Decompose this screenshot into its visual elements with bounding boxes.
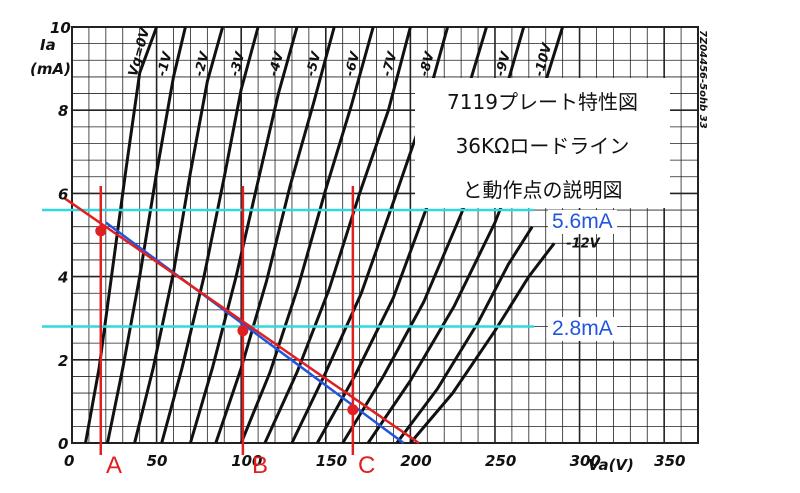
plate-curve xyxy=(214,26,336,444)
x-tick-label: 300 xyxy=(570,452,601,470)
grid xyxy=(71,26,699,444)
x-tick-label: 100 xyxy=(231,452,262,470)
plate-curve xyxy=(106,26,187,444)
chart-subtitle-2: と動作点の説明図 xyxy=(462,178,623,202)
curve-label: -4V xyxy=(266,50,287,78)
plate-curve xyxy=(188,26,299,444)
x-axis-label: Va(V) xyxy=(588,456,634,474)
y-tick-label: 6 xyxy=(58,185,68,203)
x-tick-label: 150 xyxy=(316,452,347,470)
curve-label: -1V xyxy=(155,50,176,78)
x-tick-label: 200 xyxy=(400,452,431,470)
x-tick-label: 250 xyxy=(485,452,516,470)
plate-curve xyxy=(133,26,225,444)
x-tick-label: 0 xyxy=(64,452,74,470)
plate-curve xyxy=(160,26,260,444)
hline-label-5-6ma: 5.6mA xyxy=(548,210,617,234)
x-tick-label: 350 xyxy=(654,452,685,470)
curve-label: -9V xyxy=(493,50,514,78)
y-axis-symbol: Ia xyxy=(40,36,56,54)
point-label-b: B xyxy=(252,452,269,479)
load-line xyxy=(62,196,420,445)
chart-subtitle-1: 36KΩロードライン xyxy=(455,134,630,158)
curve-label: -6V xyxy=(343,50,364,78)
plate-curve xyxy=(395,225,534,444)
plate-curve xyxy=(263,26,412,444)
curve-label: Vg=0V xyxy=(126,26,154,78)
y-tick-label: 2 xyxy=(58,352,68,370)
point-label-a: A xyxy=(106,452,123,479)
operating-point xyxy=(95,225,107,237)
curve-label: -2V xyxy=(192,50,213,78)
point-label-c: C xyxy=(358,452,376,479)
side-code: 7Z04456-5ohb 33 xyxy=(697,30,708,129)
y-tick-label: 10 xyxy=(50,19,71,37)
y-axis-unit: (mA) xyxy=(30,60,71,78)
operating-point xyxy=(347,404,359,416)
y-tick-label: 8 xyxy=(58,102,68,120)
y-tick-label: 4 xyxy=(57,269,68,287)
y-tick-label: 0 xyxy=(58,435,68,453)
plate-curve xyxy=(239,26,375,444)
axis-ticks: 0 50 100 150 200 250 300 350 0 2 4 6 8 10 xyxy=(50,19,685,470)
curve-label: -12V xyxy=(566,236,600,251)
x-tick-label: 50 xyxy=(147,452,168,470)
plate-curve xyxy=(409,242,556,444)
annotation-overlays xyxy=(42,186,534,455)
curve-label: -3V xyxy=(227,50,248,78)
curve-label: -7V xyxy=(380,50,401,78)
operating-point xyxy=(237,325,249,337)
plate-curve xyxy=(84,26,159,444)
hline-label-2-8ma: 2.8mA xyxy=(548,317,617,341)
chart-title: 7119プレート特性図 xyxy=(447,90,638,114)
plot-frame xyxy=(71,26,699,444)
curve-label: -5V xyxy=(304,50,325,78)
curve-label: -8V xyxy=(417,50,438,78)
title-box: 7119プレート特性図 36KΩロードライン と動作点の説明図 xyxy=(415,78,670,208)
axis-labels: Ia (mA) Va(V) 7Z04456-5ohb 33 xyxy=(30,30,708,474)
